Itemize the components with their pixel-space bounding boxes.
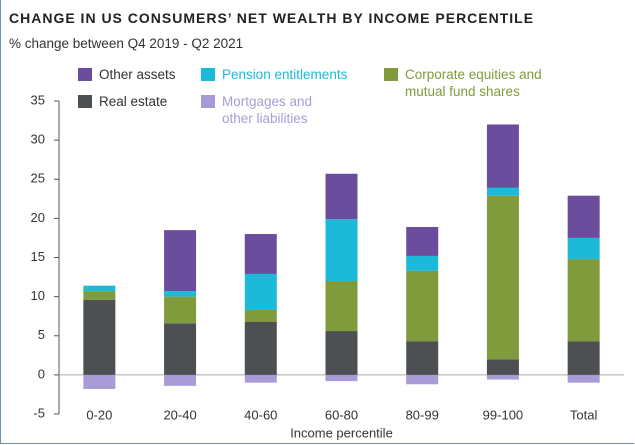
bar-segment [164,296,197,324]
y-tick-label: -5 [33,405,45,420]
x-tick-label: 20-40 [163,407,196,422]
legend-swatch [201,95,215,108]
x-tick-label: 80-99 [406,407,439,422]
bar-segment [325,173,358,220]
x-axis-title: Income percentile [290,425,393,440]
bar-segment [486,359,519,375]
bar-segment [164,323,197,375]
legend-label: Other assets [99,67,176,82]
legend-item: Corporate equities and mutual fund share… [384,66,574,100]
bar-segment [83,291,116,300]
legend-label: Pension entitlements [222,67,348,82]
legend-item: Pension entitlements [201,66,371,83]
chart-subtitle: % change between Q4 2019 - Q2 2021 [9,36,244,51]
bar-segment [164,230,197,292]
bar-segment [244,321,277,375]
x-tick-label: 60-80 [325,407,358,422]
y-tick-label: 25 [31,171,45,186]
bar-segment [325,331,358,375]
y-tick-label: 5 [38,327,45,342]
bar-segment [325,280,358,332]
bar-segment [244,273,277,310]
bar-segment [244,309,277,322]
bar-segment [406,270,439,342]
bar-segment [83,285,116,292]
y-tick-label: 20 [31,210,45,225]
bar-segment [244,234,277,274]
x-tick-label: 0-20 [86,407,112,422]
x-tick-label: 99-100 [483,407,523,422]
y-tick-label: 35 [31,92,45,107]
y-tick-label: 15 [31,249,45,264]
bar-segment [567,341,600,375]
bar-segment [406,226,439,256]
bar-segment [406,341,439,375]
bar-segment [567,374,600,383]
chart-title: CHANGE IN US CONSUMERS’ NET WEALTH BY IN… [9,10,535,26]
legend-label: Mortgages and other liabilities [222,94,313,126]
bar-segment [164,374,197,386]
bar-segment [486,187,519,196]
legend-item: Mortgages and other liabilities [201,93,331,127]
y-tick-label: 30 [31,132,45,147]
bar-segment [164,291,197,297]
bar-segment [567,195,600,238]
legend-item: Real estate [78,93,198,110]
bar-segment [486,124,519,188]
y-tick-label: 10 [31,288,45,303]
y-tick-label: 0 [38,366,45,381]
bar-segment [83,374,116,389]
bar-segment [406,255,439,271]
bar-segment [567,259,600,342]
legend-swatch [384,68,398,81]
bar-segment [567,237,600,260]
legend-label: Corporate equities and mutual fund share… [405,67,542,99]
legend-item: Other assets [78,66,198,83]
bar-segment [486,195,519,360]
bar-segment [486,374,519,380]
legend-label: Real estate [99,94,168,109]
legend-swatch [78,95,92,108]
legend-swatch [78,68,92,81]
legend-swatch [201,68,215,81]
x-tick-label: 40-60 [244,407,277,422]
bar-segment [244,374,277,383]
bar-segment [325,374,358,382]
bar-segment [83,299,116,375]
bar-segment [406,374,439,385]
x-tick-label: Total [570,407,598,422]
bar-segment [325,219,358,281]
